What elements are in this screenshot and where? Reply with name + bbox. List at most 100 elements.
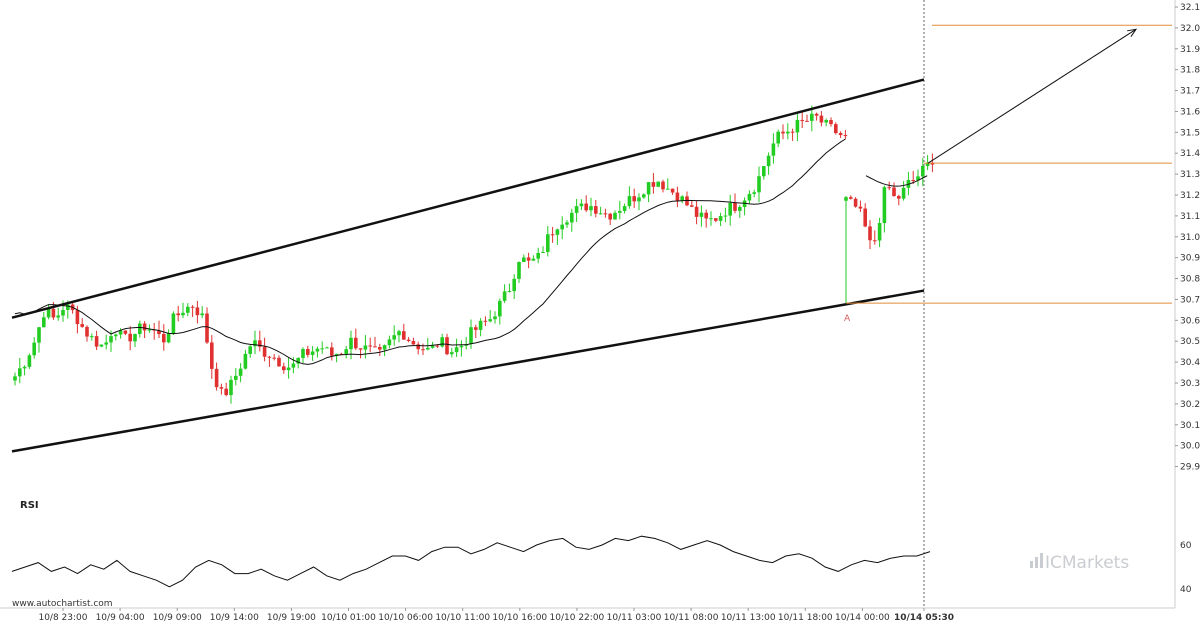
candle-body xyxy=(138,323,142,334)
candle-body xyxy=(66,304,70,311)
candle-body xyxy=(454,347,459,353)
candle-body xyxy=(795,119,800,133)
price-tick-label: 29.9475 xyxy=(1180,463,1200,473)
candle-body xyxy=(320,348,324,350)
candle-body xyxy=(868,226,872,241)
candle-body xyxy=(75,310,80,325)
candle-body xyxy=(738,207,742,211)
price-tick-label: 30.6475 xyxy=(1180,316,1200,326)
time-tick-label: 10/10 06:00 xyxy=(378,613,433,623)
candle-body xyxy=(570,212,574,223)
candle-body xyxy=(661,181,665,190)
candle-body xyxy=(747,193,752,201)
candle-body xyxy=(37,327,41,343)
candle-body xyxy=(546,234,550,252)
candle-body xyxy=(296,357,300,364)
candle-body xyxy=(238,368,243,376)
price-tick-label: 31.5475 xyxy=(1180,128,1200,138)
candle-body xyxy=(200,313,204,316)
price-tick-label: 31.6475 xyxy=(1180,107,1200,117)
candle-body xyxy=(306,349,310,355)
candle-body xyxy=(858,206,863,209)
candle-body xyxy=(51,308,56,318)
candle-body xyxy=(90,336,94,338)
candle-body xyxy=(171,313,176,334)
candle-body xyxy=(166,333,171,343)
candle-body xyxy=(834,124,838,134)
candle-body xyxy=(810,113,814,121)
time-tick-label: 10/11 13:00 xyxy=(721,613,776,623)
candle-body xyxy=(483,320,488,322)
candle-body xyxy=(892,187,896,197)
candle-body xyxy=(560,224,564,230)
candle-body xyxy=(18,368,22,377)
forecast-arrowhead xyxy=(1127,28,1138,37)
price-tick-label: 32.1475 xyxy=(1180,3,1200,13)
candle-body xyxy=(589,206,593,211)
candle-body xyxy=(579,203,584,207)
candle-body xyxy=(205,313,209,343)
price-tick-label: 30.8475 xyxy=(1180,275,1200,285)
candle-body xyxy=(849,197,853,199)
time-tick-label: 10/10 11:00 xyxy=(435,613,490,623)
candle-body xyxy=(459,345,464,348)
time-tick-label: 10/11 08:00 xyxy=(664,613,719,623)
price-tick-label: 31.3475 xyxy=(1180,170,1200,180)
candle-body xyxy=(368,345,372,347)
candle-body xyxy=(718,216,723,221)
candle-body xyxy=(594,206,598,214)
candle-body xyxy=(608,213,612,220)
candle-body xyxy=(829,120,833,125)
candle-body xyxy=(382,345,387,350)
candlestick-series xyxy=(13,105,935,404)
candle-body xyxy=(786,131,790,134)
candle-body xyxy=(709,218,713,220)
candle-body xyxy=(42,317,46,328)
candle-body xyxy=(253,340,257,347)
candle-body xyxy=(670,188,675,193)
level-lines xyxy=(846,24,1172,304)
moving-average-series xyxy=(14,138,928,365)
candle-body xyxy=(550,234,555,236)
candle-body xyxy=(243,353,248,369)
candle-body xyxy=(694,206,699,217)
candle-body xyxy=(771,143,776,156)
candle-body xyxy=(80,324,84,327)
candle-body xyxy=(622,206,627,211)
candle-body xyxy=(176,313,180,316)
time-tick-label: 10/10 16:00 xyxy=(492,613,547,623)
price-tick-label: 30.7475 xyxy=(1180,295,1200,305)
candle-body xyxy=(752,192,756,194)
time-tick-label: 10/9 14:00 xyxy=(210,613,259,623)
time-tick-label: 10/14 05:30 xyxy=(894,613,954,623)
candle-body xyxy=(574,206,579,213)
point-a-label: A xyxy=(844,314,851,324)
candle-body xyxy=(435,345,440,347)
candle-body xyxy=(190,306,195,308)
candle-body xyxy=(790,131,795,133)
time-tick-label: 10/8 23:00 xyxy=(38,613,87,623)
candle-body xyxy=(925,162,930,167)
candle-body xyxy=(766,155,771,167)
price-tick-label: 30.9475 xyxy=(1180,254,1200,264)
candle-body xyxy=(536,252,540,259)
price-tick-label: 31.7475 xyxy=(1180,87,1200,97)
candle-body xyxy=(502,291,507,301)
candle-body xyxy=(819,115,824,123)
candle-body xyxy=(104,342,108,345)
candle-body xyxy=(334,353,339,356)
time-tick-label: 10/9 09:00 xyxy=(153,613,202,623)
time-tick-label: 10/9 19:00 xyxy=(267,613,316,623)
candle-body xyxy=(843,135,848,137)
candle-body xyxy=(13,376,17,381)
icmarkets-logo: ICMarkets xyxy=(1030,553,1129,573)
rsi-axis: 60 40 xyxy=(1180,541,1192,595)
candle-body xyxy=(824,120,828,123)
price-tick-label: 31.8475 xyxy=(1180,66,1200,76)
candle-body xyxy=(186,306,190,313)
candle-body xyxy=(512,278,516,292)
candle-body xyxy=(358,348,363,350)
candle-body xyxy=(897,196,901,199)
rsi-series xyxy=(11,535,931,588)
candle-body xyxy=(214,368,219,388)
